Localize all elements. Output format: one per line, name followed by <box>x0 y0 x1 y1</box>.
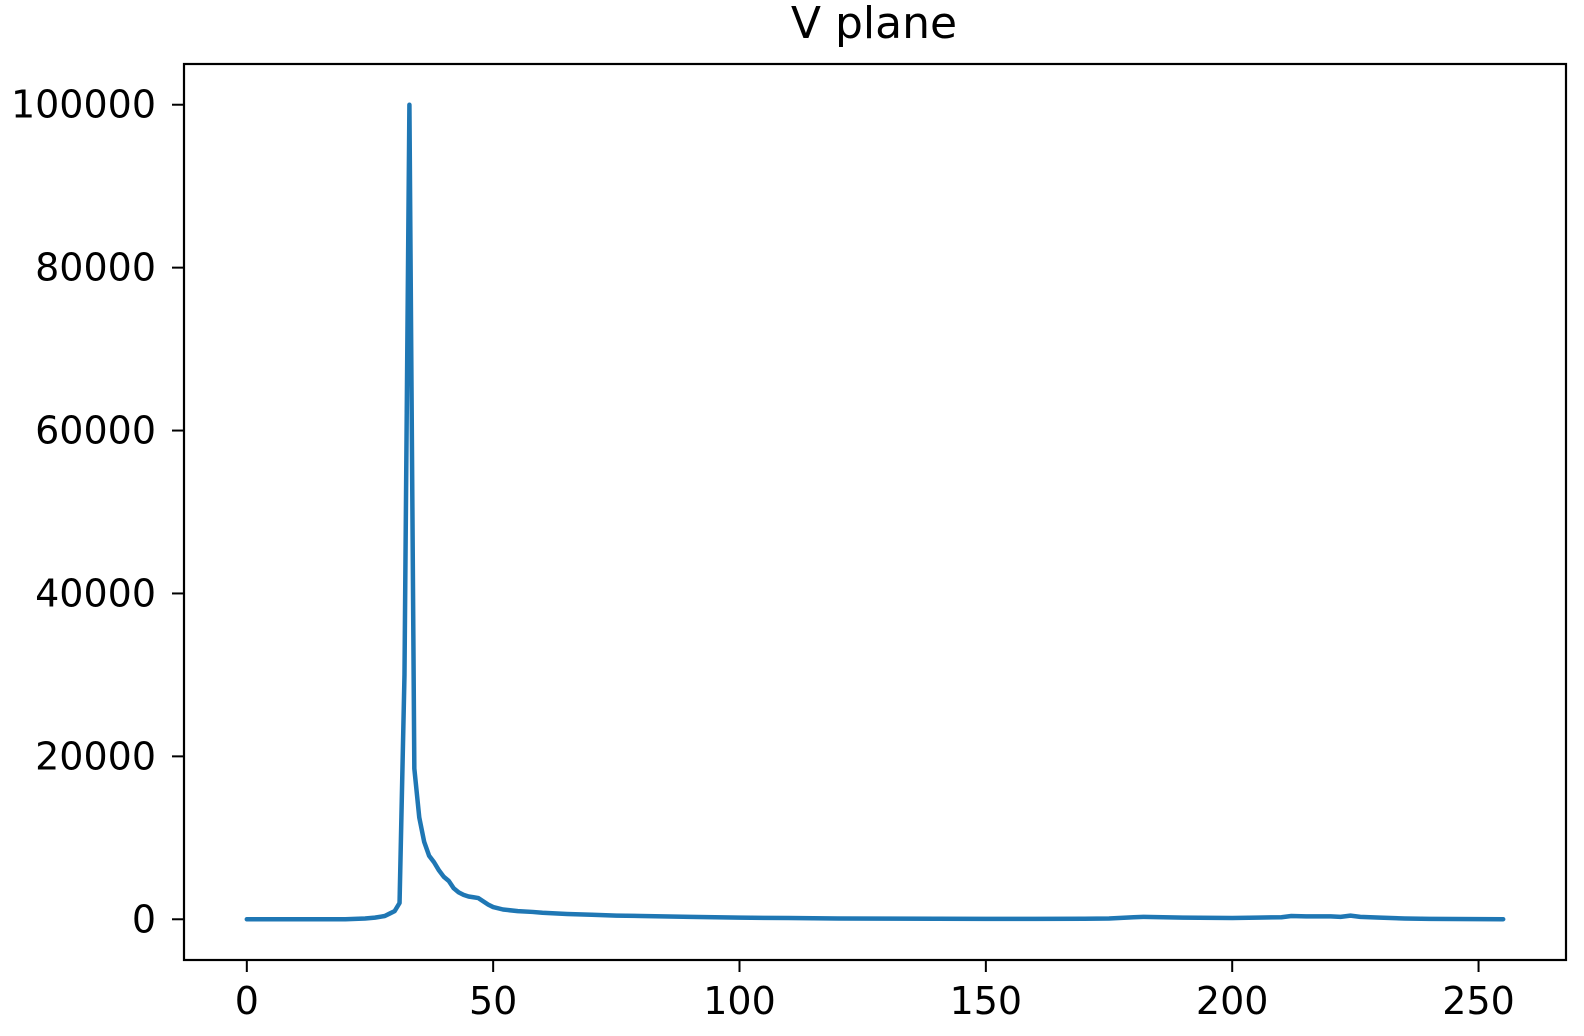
y-tick-label-100000: 100000 <box>11 83 156 127</box>
y-tick-label-0: 0 <box>132 897 156 941</box>
y-tick-label-60000: 60000 <box>35 409 156 453</box>
x-tick-label-0: 0 <box>235 979 259 1023</box>
x-tick-label-250: 250 <box>1442 979 1515 1023</box>
x-tick-label-200: 200 <box>1196 979 1269 1023</box>
x-tick-label-100: 100 <box>703 979 776 1023</box>
y-tick-label-20000: 20000 <box>35 734 156 778</box>
y-tick-label-40000: 40000 <box>35 571 156 615</box>
x-tick-label-50: 50 <box>469 979 517 1023</box>
chart-title: V plane <box>791 0 957 49</box>
series-line-0 <box>244 102 1506 922</box>
y-tick-label-80000: 80000 <box>35 246 156 290</box>
plot-area: 0 50 100 150 200 250 0 20000 40000 60000 80000 1000… <box>11 62 1568 1023</box>
x-tick-label-150: 150 <box>950 979 1023 1023</box>
axes-frame <box>182 62 1568 962</box>
